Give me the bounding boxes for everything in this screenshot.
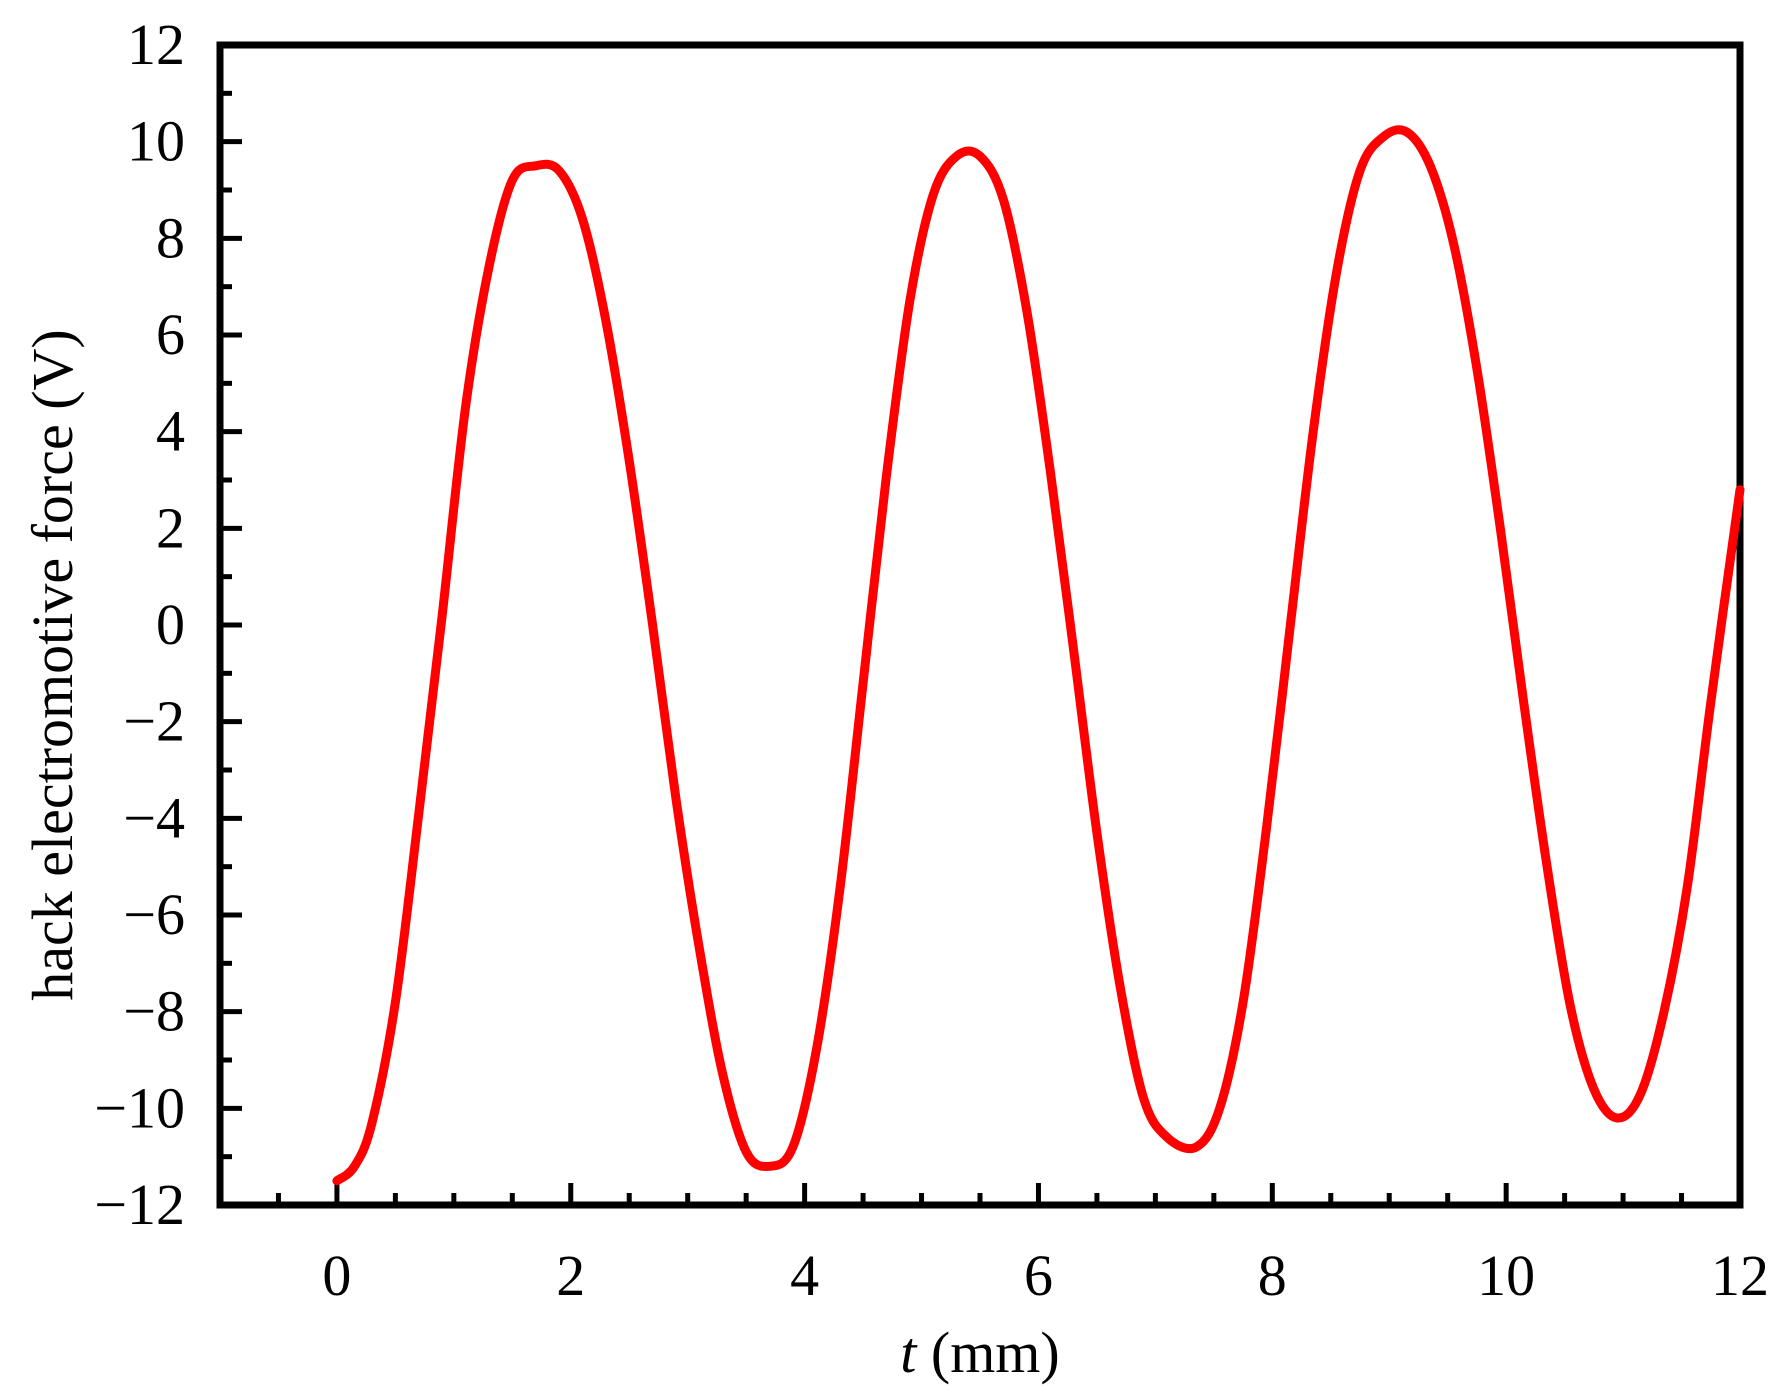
y-tick-label: −12 — [94, 1172, 185, 1237]
tick-marks — [220, 90, 1685, 1205]
x-tick-label: 6 — [1024, 1243, 1053, 1308]
x-axis-label-variable: t — [900, 1320, 918, 1385]
series-line — [332, 125, 1745, 1186]
y-tick-label: −8 — [123, 979, 185, 1044]
x-tick-label: 4 — [790, 1243, 819, 1308]
x-tick-label: 8 — [1258, 1243, 1287, 1308]
x-tick-labels: 0 2 4 6 8 10 12 — [322, 1243, 1769, 1308]
x-axis-label: t (mm) — [900, 1320, 1059, 1385]
y-tick-label: 12 — [127, 12, 185, 77]
x-tick-label: 2 — [556, 1243, 585, 1308]
y-tick-label: −4 — [123, 785, 185, 850]
x-tick-label: 10 — [1477, 1243, 1535, 1308]
y-tick-label: 0 — [156, 592, 185, 657]
x-axis-label-unit: (mm) — [916, 1320, 1059, 1385]
y-tick-label: 10 — [127, 109, 185, 174]
y-tick-label: 8 — [156, 205, 185, 270]
y-tick-label: 6 — [156, 302, 185, 367]
y-axis-label: hack electromotive force (V) — [20, 329, 85, 1000]
x-tick-label: 0 — [322, 1243, 351, 1308]
y-tick-labels: −12 −10 −8 −6 −4 −2 0 2 4 6 8 10 12 — [94, 12, 185, 1237]
x-tick-label: 12 — [1711, 1243, 1769, 1308]
y-tick-label: 2 — [156, 495, 185, 560]
y-tick-label: −10 — [94, 1075, 185, 1140]
series-layer — [332, 125, 1745, 1186]
y-tick-label: −6 — [123, 882, 185, 947]
y-tick-label: −2 — [123, 689, 185, 754]
y-tick-label: 4 — [156, 399, 185, 464]
